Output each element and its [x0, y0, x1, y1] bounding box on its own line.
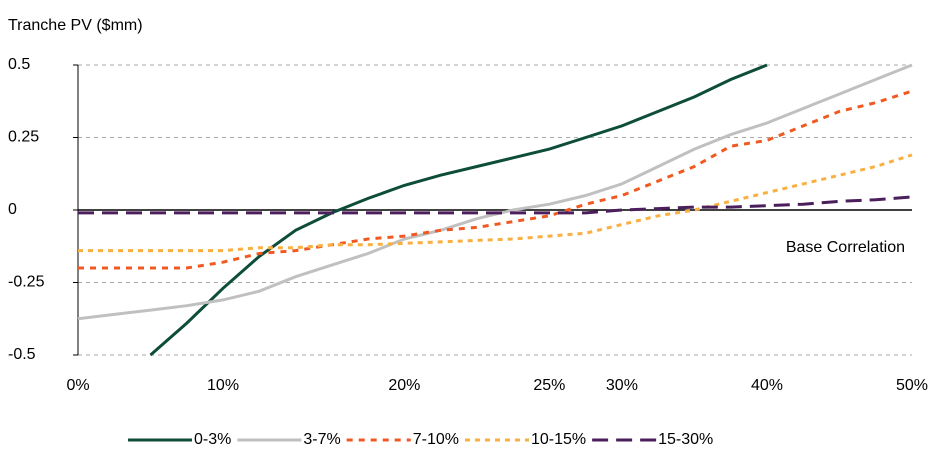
legend-label: 7-10% — [413, 431, 459, 448]
x-tick-label: 50% — [896, 377, 928, 394]
legend-label: 3-7% — [303, 431, 340, 448]
legend-label: 0-3% — [194, 431, 231, 448]
legend-label: 15-30% — [658, 431, 713, 448]
y-axis-label: Tranche PV ($mm) — [8, 17, 143, 34]
x-tick-label: 40% — [751, 377, 783, 394]
y-tick-label: 0 — [8, 201, 17, 218]
series-line — [78, 195, 913, 215]
series-line — [78, 153, 913, 253]
y-tick-label: 0.5 — [8, 56, 30, 73]
annotation: Base Correlation — [786, 239, 905, 256]
legend-label: 10-15% — [531, 431, 586, 448]
series-line — [149, 63, 768, 357]
x-tick-label: 25% — [533, 377, 565, 394]
series-line — [78, 89, 913, 270]
x-tick-label: 30% — [606, 377, 638, 394]
series-line — [77, 63, 913, 321]
y-tick-label: 0.25 — [8, 129, 39, 146]
y-tick-label: -0.5 — [8, 346, 36, 363]
x-tick-label: 10% — [207, 377, 239, 394]
y-tick-label: -0.25 — [8, 274, 45, 291]
x-tick-label: 20% — [388, 377, 420, 394]
x-tick-label: 0% — [66, 377, 89, 394]
